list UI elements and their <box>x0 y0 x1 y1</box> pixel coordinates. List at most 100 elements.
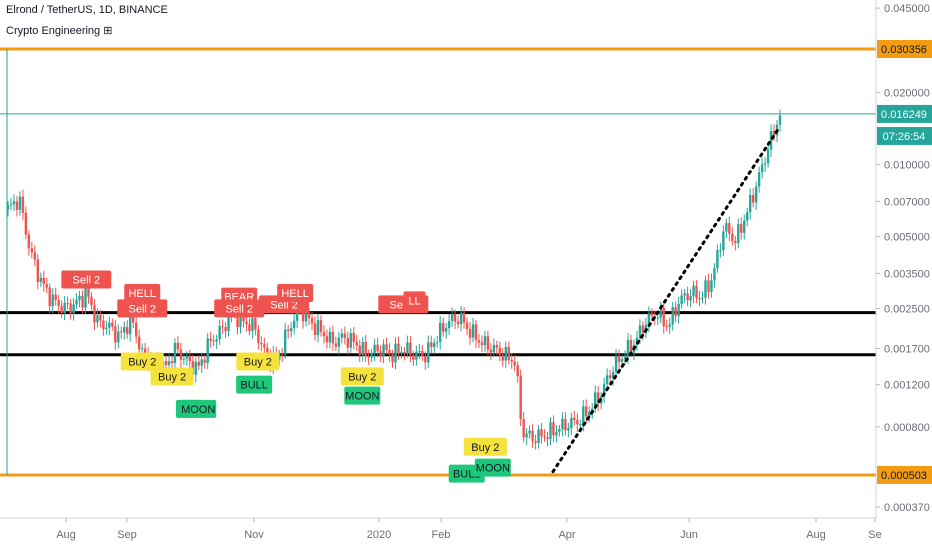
candle-body <box>585 406 588 417</box>
candle-body <box>179 349 183 360</box>
y-tick-label: 0.001700 <box>884 343 930 355</box>
candle-body <box>400 351 403 354</box>
candle-body <box>346 337 349 348</box>
candle-body <box>769 130 773 150</box>
candle-body <box>659 307 662 318</box>
candle-body <box>608 375 612 379</box>
signal-label-sell[interactable]: LL <box>403 291 426 310</box>
candle-body <box>683 293 686 296</box>
candle-body <box>623 356 627 360</box>
candle-body <box>421 350 424 357</box>
signal-label-buy[interactable]: Buy 2 <box>150 367 194 386</box>
x-tick-label: Aug <box>806 529 826 541</box>
signal-label-bull[interactable]: MOON <box>344 386 381 405</box>
candle-body <box>257 329 260 344</box>
indicator-label[interactable]: Crypto Engineering ⊞ <box>6 25 113 37</box>
signal-label-sell[interactable]: Sell 2 <box>61 270 112 289</box>
candle-body <box>471 324 475 338</box>
candle-body <box>367 356 370 358</box>
candle-body <box>579 423 582 425</box>
candle-body <box>638 325 642 338</box>
candle-body <box>593 392 597 409</box>
candle-body <box>558 429 561 432</box>
signal-label-text: LL <box>408 295 420 307</box>
candle-body <box>260 343 263 345</box>
candle-body <box>123 327 126 333</box>
signal-label-box <box>403 291 426 310</box>
signal-label-sell[interactable]: Sell 2 <box>214 299 265 318</box>
candle-body <box>227 314 230 332</box>
signal-label-sell[interactable]: Sell 2 <box>117 299 168 318</box>
dotted-trendline[interactable] <box>551 127 780 474</box>
candle-body <box>289 328 293 332</box>
candle-body <box>185 356 189 359</box>
signal-label-buy[interactable]: Buy 2 <box>463 437 507 456</box>
signal-label-bull[interactable]: MOON <box>474 458 511 477</box>
candle-body <box>84 288 87 308</box>
candle-body <box>349 332 352 348</box>
candle-body <box>567 428 570 431</box>
candle-body <box>325 336 329 343</box>
candle-body <box>740 224 743 233</box>
candle-body <box>364 341 367 357</box>
candle-body <box>743 220 746 233</box>
candle-body <box>218 326 221 340</box>
candle-body <box>656 317 659 319</box>
signal-label-sell[interactable]: HELL <box>277 283 314 302</box>
signal-label-box <box>180 399 217 418</box>
candle-body <box>450 313 454 322</box>
candle-body <box>763 163 767 165</box>
signal-label-buy[interactable]: Buy 2 <box>120 352 164 371</box>
candle-body <box>143 348 147 354</box>
candle-body <box>626 339 630 357</box>
candle-body <box>352 332 355 342</box>
candle-body <box>698 298 701 300</box>
candle-body <box>164 361 168 366</box>
candle-body <box>140 348 144 350</box>
y-tick-label: 0.000503 <box>881 470 927 482</box>
candle-body <box>63 302 66 313</box>
signal-label-bull[interactable]: MOON <box>180 399 217 418</box>
candle-body <box>540 429 543 437</box>
candle-body <box>194 361 197 375</box>
signal-label-text: BULL <box>240 380 268 392</box>
candle-body <box>170 361 174 364</box>
candle-body <box>251 317 254 331</box>
candle-body <box>620 359 624 362</box>
candle-body <box>69 303 72 314</box>
signal-label-bull[interactable]: BULL <box>236 375 273 394</box>
candle-body <box>439 322 442 343</box>
candle-body <box>444 328 448 332</box>
candle-body <box>397 343 400 354</box>
candle-body <box>748 195 752 213</box>
candle-body <box>757 172 761 187</box>
candle-body <box>746 212 749 221</box>
candle-body <box>90 296 93 306</box>
candle-body <box>573 417 576 420</box>
candle-body <box>519 376 522 419</box>
signal-label-text: HELL <box>281 288 309 300</box>
candle-body <box>692 285 695 297</box>
candle-body <box>126 327 129 334</box>
candle-body <box>492 344 496 353</box>
signal-label-buy[interactable]: Buy 2 <box>236 352 280 371</box>
chart-title: Elrond / TetherUS, 1D, BINANCE <box>6 4 168 16</box>
candle-body <box>409 342 412 356</box>
candle-body <box>221 326 224 328</box>
x-tick-label: Jun <box>680 529 698 541</box>
signal-label-sell[interactable]: HELL <box>124 283 161 302</box>
candle-body <box>543 436 546 438</box>
candle-body <box>483 336 487 346</box>
candle-body <box>212 340 215 342</box>
signal-label-text: Sell 2 <box>270 299 298 311</box>
candle-body <box>436 342 439 344</box>
signal-label-buy[interactable]: Buy 2 <box>340 367 384 386</box>
candle-body <box>245 321 248 325</box>
candle-body <box>182 358 186 360</box>
candle-body <box>263 344 266 348</box>
candle-body <box>99 315 102 321</box>
candle-body <box>725 223 728 232</box>
signal-label-box <box>236 352 280 371</box>
